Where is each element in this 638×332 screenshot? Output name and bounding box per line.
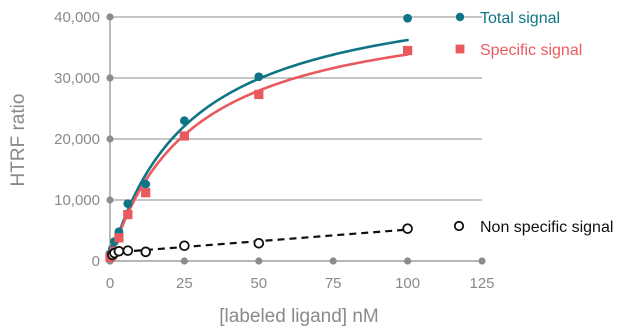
point-s1-8 [402, 45, 413, 56]
point-s1-3 [114, 233, 124, 243]
grid-layer [110, 16, 482, 201]
point-s1-5 [141, 188, 151, 198]
point-s2-4 [140, 246, 152, 258]
legend-marker-2 [453, 220, 465, 232]
legend-label-2: Non specific signal [480, 219, 613, 236]
axes-layer: 0 10,000 20,000 30,000 40,000 0 25 50 75 100 125 [54, 9, 494, 292]
x-tick-label-1: 25 [176, 275, 193, 292]
point-s2-3 [122, 245, 134, 256]
legend-marker-0 [455, 12, 465, 22]
y-tick-label-1: 10,000 [54, 192, 100, 209]
x-tick-dot-5 [478, 257, 486, 265]
x-tick-dot-3 [329, 257, 337, 265]
legend-marker-1 [455, 44, 465, 54]
legend: Total signal Specific signal Non specific … [453, 10, 613, 236]
point-s2-7 [402, 223, 413, 234]
data-points-layer [105, 13, 413, 262]
y-tick-label-2: 20,000 [54, 131, 100, 148]
x-tick-label-4: 100 [395, 275, 420, 292]
x-tick-dot-1 [180, 257, 188, 265]
point-s0-6 [180, 116, 189, 126]
legend-label-1: Specific signal [480, 42, 582, 59]
point-s0-7 [254, 72, 264, 82]
point-s2-5 [179, 240, 190, 252]
y-tick-label-4: 40,000 [54, 9, 100, 26]
point-s2-2 [113, 245, 125, 257]
point-s2-6 [253, 238, 265, 249]
x-tick-label-0: 0 [106, 275, 114, 292]
y-tick-label-0: 0 [92, 253, 100, 270]
x-tick-dot-2 [255, 257, 263, 265]
y-axis-title: HTRF ratio [8, 94, 29, 187]
fit-curve-1 [108, 53, 409, 263]
point-s0-4 [123, 199, 133, 209]
point-s1-7 [254, 89, 264, 100]
y-tick-label-3: 30,000 [54, 70, 100, 87]
point-s0-8 [403, 13, 412, 23]
x-tick-label-3: 75 [325, 275, 342, 292]
x-tick-dot-4 [404, 257, 412, 265]
point-s0-5 [141, 179, 151, 189]
x-axis-title: [labeled ligand] nM [219, 306, 379, 327]
x-tick-label-2: 50 [250, 275, 267, 292]
legend-label-0: Total signal [480, 10, 560, 27]
point-s1-4 [123, 210, 133, 220]
point-s1-6 [179, 131, 190, 141]
x-tick-label-5: 125 [469, 275, 494, 292]
